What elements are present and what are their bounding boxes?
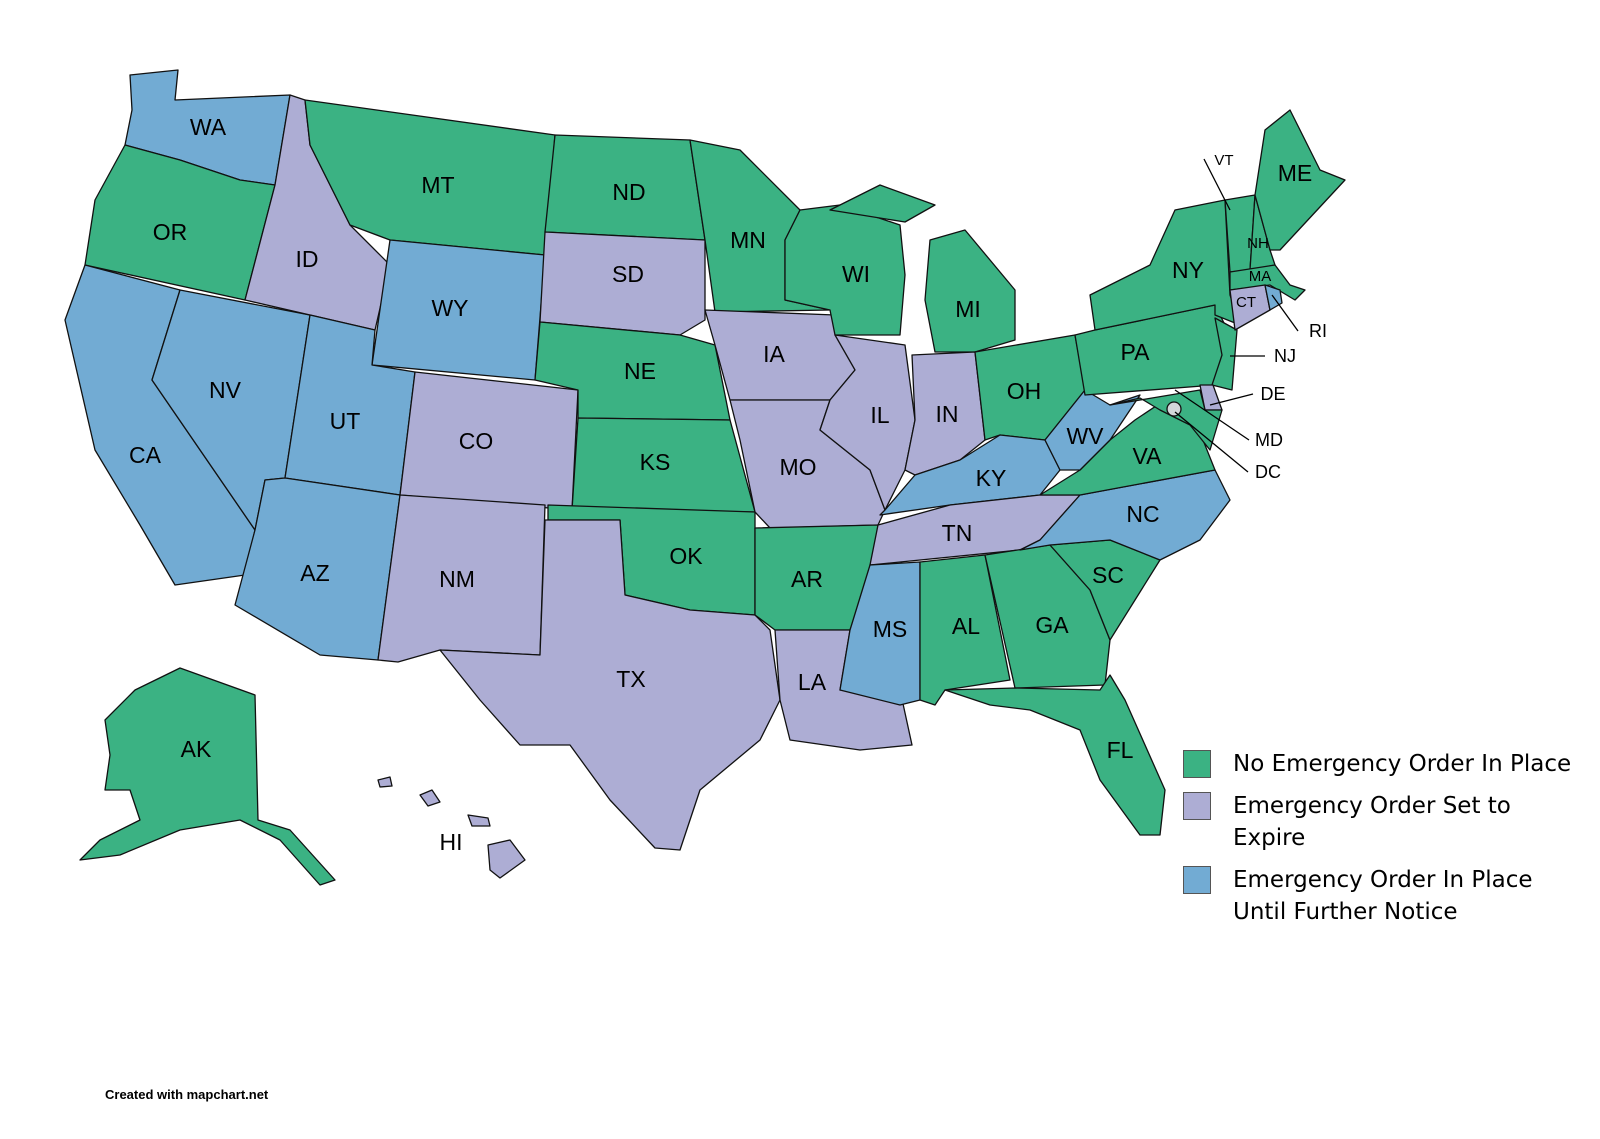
legend-item-set-to-expire: Emergency Order Set to Expire <box>1183 790 1593 854</box>
state-label-AK: AK <box>181 736 212 762</box>
state-label-NJ: NJ <box>1274 346 1296 366</box>
state-label-TN: TN <box>942 520 973 546</box>
state-label-AR: AR <box>791 566 823 592</box>
state-label-NE: NE <box>624 358 656 384</box>
state-HI <box>419 789 441 807</box>
state-IL <box>819 334 916 511</box>
state-label-MT: MT <box>421 172 454 198</box>
state-NC <box>1019 469 1231 561</box>
state-label-MO: MO <box>779 454 816 480</box>
leader-line <box>1209 393 1254 406</box>
state-label-WY: WY <box>431 295 468 321</box>
state-ME <box>1254 109 1346 251</box>
state-label-ID: ID <box>296 246 319 272</box>
legend-label: No Emergency Order In Place <box>1233 751 1572 777</box>
state-label-KY: KY <box>976 465 1007 491</box>
state-label-MS: MS <box>873 616 908 642</box>
state-label-LA: LA <box>798 669 827 695</box>
state-label-IL: IL <box>870 402 889 428</box>
state-HI <box>467 814 491 827</box>
state-label-DC: DC <box>1255 462 1281 482</box>
state-label-NY: NY <box>1172 257 1204 283</box>
legend-label: Emergency Order In Place Until Further N… <box>1233 867 1533 925</box>
state-MI <box>924 229 1016 353</box>
state-label-CA: CA <box>129 442 162 468</box>
state-label-OH: OH <box>1007 378 1042 404</box>
state-FL <box>944 674 1166 836</box>
state-label-WI: WI <box>842 261 870 287</box>
state-label-NH: NH <box>1247 235 1269 252</box>
state-label-MA: MA <box>1249 268 1272 285</box>
state-label-ND: ND <box>612 179 645 205</box>
state-label-CO: CO <box>459 428 494 454</box>
state-label-SC: SC <box>1092 562 1124 588</box>
state-label-HI: HI <box>440 829 463 855</box>
state-NJ <box>1211 317 1238 391</box>
state-label-WA: WA <box>190 114 227 140</box>
state-label-UT: UT <box>330 408 361 434</box>
state-label-WV: WV <box>1066 423 1104 449</box>
state-HI <box>377 776 393 788</box>
state-label-NV: NV <box>209 377 242 403</box>
state-label-AL: AL <box>952 613 980 639</box>
state-label-VT: VT <box>1214 152 1233 169</box>
state-AK <box>79 667 336 886</box>
legend-label: Emergency Order Set to Expire <box>1233 793 1511 851</box>
leader-line <box>1174 411 1249 473</box>
state-NY <box>1089 199 1241 331</box>
state-label-RI: RI <box>1309 321 1327 341</box>
state-HI <box>487 839 526 879</box>
state-label-SD: SD <box>612 261 644 287</box>
state-TX <box>439 519 781 851</box>
state-label-OR: OR <box>153 219 188 245</box>
state-label-TX: TX <box>616 666 645 692</box>
state-label-DE: DE <box>1260 384 1285 404</box>
leader-line <box>1203 158 1231 211</box>
state-label-MD: MD <box>1255 430 1283 450</box>
state-label-CT: CT <box>1236 294 1256 311</box>
legend-swatch <box>1183 750 1211 778</box>
state-label-ME: ME <box>1278 160 1313 186</box>
state-label-AZ: AZ <box>300 560 329 586</box>
leader-line <box>1271 294 1299 332</box>
legend-swatch <box>1183 792 1211 820</box>
state-label-NC: NC <box>1126 501 1159 527</box>
state-label-PA: PA <box>1121 339 1151 365</box>
state-SD <box>539 231 706 336</box>
state-label-GA: GA <box>1035 612 1069 638</box>
state-label-OK: OK <box>669 543 703 569</box>
legend: No Emergency Order In Place Emergency Or… <box>1183 748 1593 938</box>
state-label-MN: MN <box>730 227 766 253</box>
state-label-FL: FL <box>1107 737 1134 763</box>
legend-item-until-further-notice: Emergency Order In Place Until Further N… <box>1183 864 1593 928</box>
credit: Created with mapchart.net <box>105 1087 269 1102</box>
state-label-MI: MI <box>955 296 981 322</box>
state-label-NM: NM <box>439 566 475 592</box>
state-DC <box>1166 401 1182 417</box>
state-label-IA: IA <box>763 341 785 367</box>
state-label-KS: KS <box>640 449 671 475</box>
state-MD <box>1109 389 1223 451</box>
state-label-VA: VA <box>1133 443 1163 469</box>
legend-item-no-order: No Emergency Order In Place <box>1183 748 1593 780</box>
leader-line <box>1174 389 1250 441</box>
state-label-IN: IN <box>936 401 959 427</box>
state-MI <box>829 184 936 223</box>
legend-swatch <box>1183 866 1211 894</box>
